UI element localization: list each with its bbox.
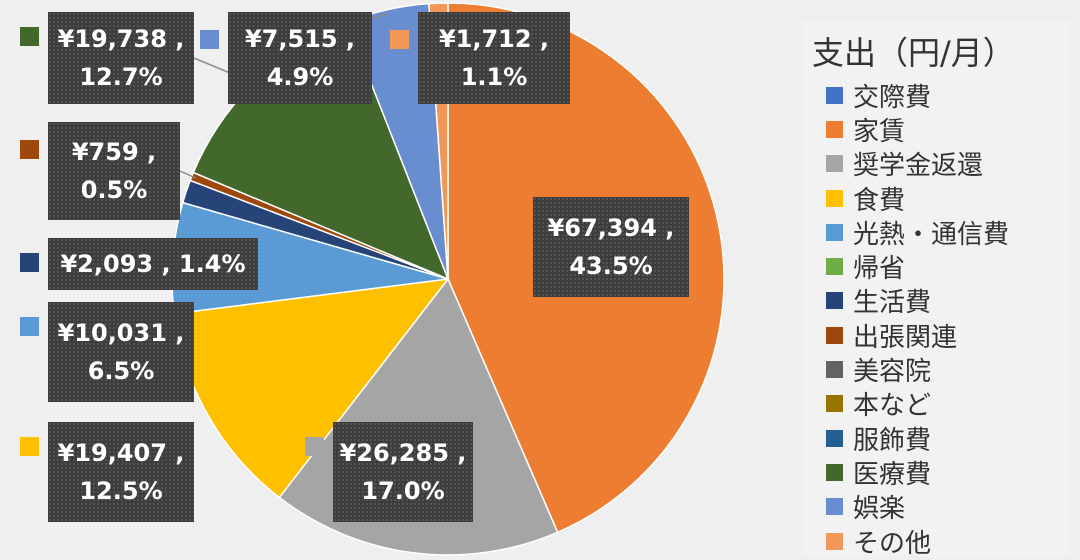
legend-swatch bbox=[826, 120, 843, 138]
data-label-value: ¥19,407 , bbox=[57, 439, 185, 467]
legend-item: 家賃 bbox=[826, 112, 1009, 147]
data-label-value: ¥10,031 , bbox=[57, 319, 185, 347]
data-label-legend-key bbox=[200, 30, 219, 49]
legend-swatch bbox=[826, 189, 843, 207]
data-label--: ¥10,031 , 6.5% bbox=[48, 302, 194, 402]
data-label--: ¥2,093 , 1.4% bbox=[48, 238, 258, 290]
data-label-legend-key bbox=[305, 437, 324, 456]
legend-label: 服飾費 bbox=[853, 425, 932, 456]
leader-line bbox=[179, 170, 196, 179]
legend-swatch bbox=[826, 429, 843, 447]
legend-item: 奨学金返還 bbox=[826, 147, 1009, 181]
legend-item: 医療費 bbox=[826, 455, 1009, 490]
data-label-legend-key bbox=[20, 27, 39, 46]
legend-item: 美容院 bbox=[826, 352, 1009, 388]
data-label-legend-key bbox=[20, 140, 39, 159]
data-label-percent: 0.5% bbox=[80, 176, 148, 204]
legend-label: 出張関連 bbox=[853, 322, 958, 353]
legend-item: 服飾費 bbox=[826, 421, 1009, 456]
data-label-value: ¥759 , bbox=[71, 138, 157, 166]
data-label-legend-key bbox=[20, 253, 39, 272]
data-label--: ¥1,712 , 1.1% bbox=[418, 12, 570, 104]
legend-swatch bbox=[826, 86, 843, 104]
legend-item: 光熱・通信費 bbox=[826, 215, 1010, 250]
legend-item: 本など bbox=[826, 387, 1009, 421]
data-label-percent: 43.5% bbox=[569, 252, 653, 280]
legend-label: 交際費 bbox=[853, 82, 932, 113]
data-label-value: ¥7,515 , bbox=[244, 25, 356, 53]
legend-item: 生活費 bbox=[826, 284, 1009, 318]
legend-swatch bbox=[826, 326, 843, 344]
legend-item: 娯楽 bbox=[826, 490, 1009, 524]
data-label-legend-key bbox=[390, 30, 409, 49]
chart-title: 支出（円/月） bbox=[812, 34, 1015, 72]
data-label-value: ¥2,093 , 1.4% bbox=[60, 250, 246, 278]
data-label-value: ¥26,285 , bbox=[339, 439, 467, 467]
legend-label: 美容院 bbox=[853, 357, 932, 388]
legend-items: 交際費 家賃奨学金返還 食費 光熱・通信費 帰省 生活費 出張関連美容院 本など 服飾費 医療費娯… bbox=[826, 78, 1010, 559]
legend-item: その他 bbox=[826, 524, 1009, 559]
legend-item: 交際費 bbox=[826, 78, 1009, 113]
data-label-value: ¥1,712 , bbox=[438, 25, 550, 53]
legend-label: その他 bbox=[853, 528, 932, 559]
legend-item: 出張関連 bbox=[826, 318, 1009, 353]
legend-label: 家賃 bbox=[853, 116, 906, 147]
data-label-percent: 17.0% bbox=[361, 477, 445, 505]
legend-label: 光熱・通信費 bbox=[853, 219, 1010, 250]
data-label-percent: 1.1% bbox=[460, 63, 528, 91]
data-label-value: ¥67,394 , bbox=[547, 214, 675, 242]
legend-swatch bbox=[826, 395, 843, 413]
legend: 支出（円/月） 交際費 家賃奨学金返還 食費 光熱・通信費 帰省 生活費 出張関連美容院 本な… bbox=[802, 20, 1070, 559]
data-label--: ¥19,407 , 12.5% bbox=[48, 422, 194, 522]
legend-label: 娯楽 bbox=[853, 494, 906, 525]
legend-swatch bbox=[826, 532, 843, 550]
legend-swatch bbox=[826, 498, 843, 516]
legend-label: 医療費 bbox=[853, 459, 932, 490]
legend-swatch bbox=[826, 463, 843, 481]
data-label-percent: 4.9% bbox=[266, 63, 334, 91]
legend-label: 生活費 bbox=[853, 288, 932, 319]
data-label-percent: 12.5% bbox=[79, 477, 163, 505]
data-label-percent: 6.5% bbox=[87, 357, 155, 385]
data-label--: ¥67,394 , 43.5% bbox=[533, 197, 689, 297]
data-label-legend-key bbox=[20, 437, 39, 456]
legend-swatch bbox=[826, 361, 843, 379]
legend-swatch bbox=[826, 292, 843, 310]
legend-label: 本など bbox=[853, 391, 932, 422]
legend-swatch bbox=[826, 223, 843, 241]
data-label--: ¥759 , 0.5% bbox=[48, 122, 180, 220]
legend-label: 食費 bbox=[853, 185, 906, 216]
legend-label: 奨学金返還 bbox=[853, 151, 984, 182]
legend-label: 帰省 bbox=[853, 254, 906, 285]
data-label--: ¥26,285 , 17.0% bbox=[333, 422, 473, 522]
data-label--: ¥19,738 , 12.7% bbox=[48, 12, 194, 104]
legend-item: 食費 bbox=[826, 181, 1009, 216]
data-label-legend-key bbox=[20, 317, 39, 336]
legend-swatch bbox=[826, 258, 843, 276]
data-label--: ¥7,515 , 4.9% bbox=[228, 12, 372, 104]
legend-swatch bbox=[826, 155, 843, 173]
data-label-value: ¥19,738 , bbox=[57, 25, 185, 53]
legend-item: 帰省 bbox=[826, 249, 1009, 285]
data-label-percent: 12.7% bbox=[79, 63, 163, 91]
